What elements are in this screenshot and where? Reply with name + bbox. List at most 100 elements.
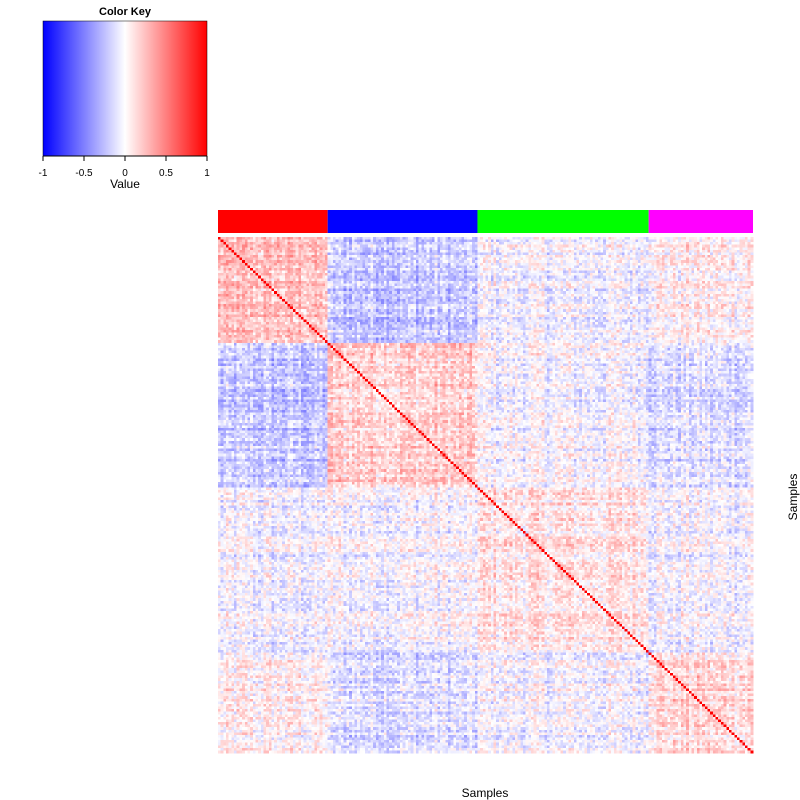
heatmap-cell [678,255,682,258]
heatmap-cell [226,237,229,240]
heatmap-cell [252,280,256,284]
heatmap-cell [437,244,441,248]
heatmap-cell [220,288,224,292]
heatmap-cell [656,288,660,292]
heatmap-cell [750,270,754,274]
heatmap-cell [271,244,275,248]
heatmap-cell [330,270,334,274]
heatmap-cell [354,247,358,251]
heatmap-cell [480,286,484,289]
heatmap-cell [490,267,494,271]
heatmap-cell [391,283,395,287]
heatmap-cell [440,296,443,300]
heatmap-cell [437,242,441,246]
heatmap-cell [555,296,559,300]
heatmap-cell [565,262,569,266]
heatmap-cell [405,278,409,282]
heatmap-cell [330,237,334,240]
heatmap-cell [482,255,486,258]
heatmap-cell [239,280,243,284]
heatmap-cell [292,273,296,276]
heatmap-cell [605,257,609,261]
heatmap-cell [258,244,262,248]
heatmap-cell [442,237,446,240]
heatmap-cell [608,255,612,258]
heatmap-cell [571,252,575,256]
heatmap-cell [712,237,716,240]
heatmap-cell [496,247,500,251]
heatmap-cell [616,298,620,302]
heatmap-cell [397,283,401,287]
heatmap-cell [699,267,703,271]
heatmap-cell [322,296,326,300]
heatmap-cell [632,260,636,264]
heatmap-cell [442,265,446,269]
heatmap-cell [654,247,657,251]
heatmap-cell [587,298,591,302]
heatmap-cell [587,278,591,282]
heatmap-cell [456,278,460,282]
heatmap-cell [662,298,666,302]
heatmap-cell [547,267,550,271]
heatmap-cell [359,283,363,287]
heatmap-cell [581,273,585,276]
heatmap-cell [456,257,460,261]
heatmap-cell [520,286,524,289]
heatmap-cell [450,293,454,297]
heatmap-cell [292,257,296,261]
heatmap-cell [482,298,486,302]
heatmap-cell [405,247,409,251]
heatmap-cell [504,270,508,274]
heatmap-cell [592,280,596,284]
heatmap-cell [292,291,296,295]
heatmap-cell [303,296,307,300]
heatmap-cell [627,286,631,289]
heatmap-cell [600,293,604,297]
heatmap-cell [654,293,657,297]
heatmap-cell [571,242,575,246]
heatmap-cell [300,255,304,258]
heatmap-cell [303,249,307,253]
heatmap-cell [263,255,267,258]
heatmap-cell [587,257,591,261]
heatmap-cell [276,247,280,251]
heatmap-cell [218,293,221,297]
heatmap-cell [720,252,724,256]
heatmap-cell [731,242,735,246]
heatmap-cell [244,298,248,302]
heatmap-cell [250,249,254,253]
heatmap-cell [311,280,315,284]
heatmap-cell [525,275,529,279]
heatmap-cell [629,291,633,295]
heatmap-cell [330,265,334,269]
heatmap-cell [236,262,240,266]
heatmap-cell [260,242,264,246]
heatmap-cell [726,286,730,289]
heatmap-cell [415,275,419,279]
heatmap-cell [640,244,644,248]
heatmap-cell [472,265,476,269]
heatmap-cell [258,286,262,289]
heatmap-cell [226,249,229,253]
heatmap-cell [383,291,387,295]
heatmap-cell [707,244,711,248]
heatmap-cell [530,237,534,240]
heatmap-cell [423,257,427,261]
heatmap-cell [415,257,419,261]
heatmap-cell [375,249,379,253]
heatmap-cell [520,298,524,302]
heatmap-cell [271,260,275,264]
heatmap-cell [421,260,425,264]
heatmap-cell [541,255,545,258]
heatmap-cell [707,288,711,292]
heatmap-cell [659,257,663,261]
heatmap-cell [587,242,591,246]
heatmap-cell [627,237,631,240]
heatmap-cell [565,252,569,256]
heatmap-cell [474,296,478,300]
heatmap-cell [300,249,304,253]
heatmap-cell [373,270,377,274]
heatmap-cell [734,280,738,284]
heatmap-cell [686,257,690,261]
heatmap-cell [482,291,486,295]
